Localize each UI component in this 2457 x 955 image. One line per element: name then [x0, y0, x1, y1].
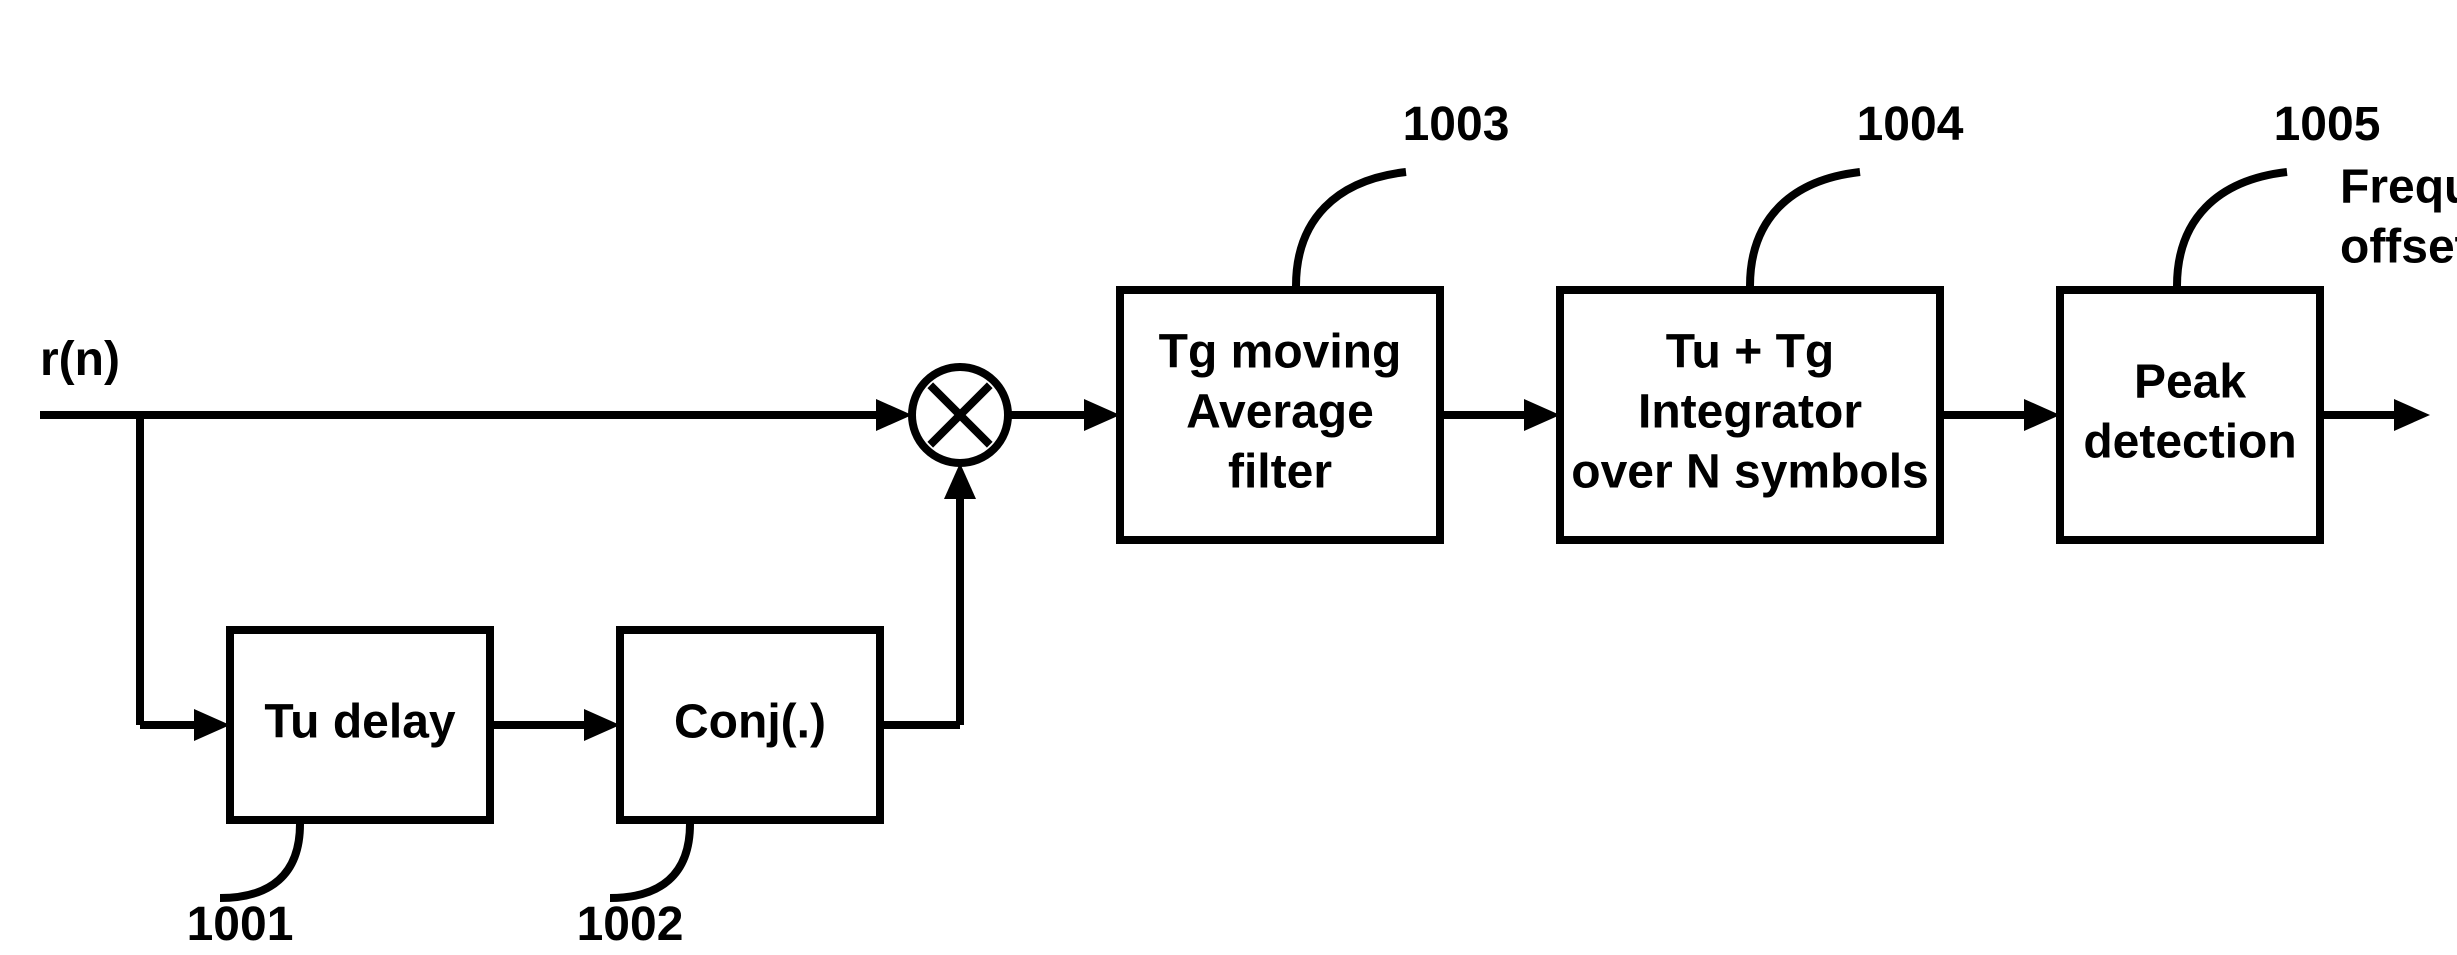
svg-text:Conj(.): Conj(.): [674, 696, 826, 749]
ref-1001: 1001: [187, 898, 294, 951]
ref-1003-leader: [1296, 172, 1406, 286]
svg-text:Peak: Peak: [2134, 356, 2246, 409]
svg-text:Average: Average: [1186, 386, 1374, 439]
svg-text:Tu delay: Tu delay: [264, 696, 455, 749]
svg-text:over N symbols: over N symbols: [1571, 446, 1928, 499]
ref-1002: 1002: [577, 898, 684, 951]
ref-1005-leader: [2177, 172, 2287, 286]
svg-text:Integrator: Integrator: [1638, 386, 1862, 439]
ref-1003: 1003: [1403, 98, 1510, 151]
ref-1005: 1005: [2274, 98, 2381, 151]
ref-1004: 1004: [1857, 98, 1964, 151]
svg-text:offset: offset: [2340, 221, 2457, 274]
input-label: r(n): [40, 333, 120, 386]
conj-block-label: Conj(.): [674, 696, 826, 749]
ref-1001-leader: [220, 824, 300, 898]
svg-text:Tu + Tg: Tu + Tg: [1666, 326, 1834, 379]
tu-delay-block-label: Tu delay: [264, 696, 455, 749]
svg-text:detection: detection: [2083, 416, 2296, 469]
output-label: Frequency offset: [2340, 161, 2457, 274]
svg-text:Tg moving: Tg moving: [1159, 326, 1402, 379]
ref-1004-leader: [1750, 172, 1860, 286]
ref-1002-leader: [610, 824, 690, 898]
svg-text:Frequency: Frequency: [2340, 161, 2457, 214]
svg-text:filter: filter: [1228, 446, 1332, 499]
